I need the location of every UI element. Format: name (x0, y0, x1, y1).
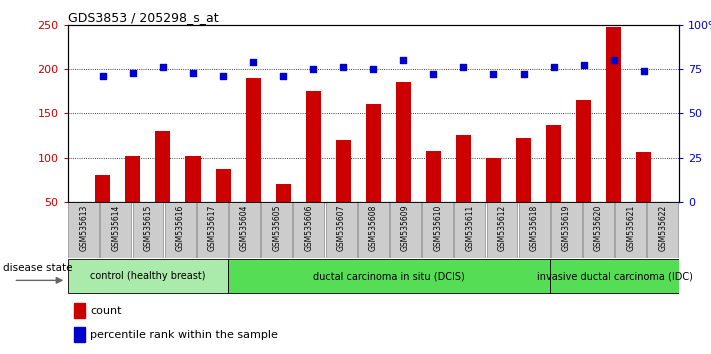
Bar (294, 202, 324, 258)
Bar (390, 202, 421, 258)
Point (97, 73, 109, 79)
Point (397, 57, 409, 63)
Bar (551, 202, 582, 258)
Bar (165, 202, 196, 258)
Bar (615, 202, 646, 258)
Point (458, 64, 469, 70)
Text: GSM535606: GSM535606 (304, 205, 314, 251)
Bar (336, 140, 351, 202)
Text: GSM535604: GSM535604 (240, 205, 249, 251)
Bar (426, 152, 441, 202)
Text: GSM535608: GSM535608 (369, 205, 378, 251)
Point (608, 57, 619, 63)
Bar (456, 135, 471, 202)
Bar (215, 169, 230, 202)
Text: ductal carcinoma in situ (DCIS): ductal carcinoma in situ (DCIS) (314, 271, 465, 281)
Bar (229, 202, 260, 258)
Bar (68, 259, 228, 293)
Bar (74, 303, 85, 318)
Bar (100, 202, 132, 258)
Bar (95, 175, 110, 202)
Bar (422, 202, 453, 258)
Text: GSM535619: GSM535619 (562, 205, 571, 251)
Text: GSM535616: GSM535616 (176, 205, 185, 251)
Bar (519, 202, 550, 258)
Text: GSM535605: GSM535605 (272, 205, 282, 251)
Bar (583, 202, 614, 258)
Bar (648, 202, 678, 258)
Bar (636, 152, 651, 202)
Text: GSM535612: GSM535612 (498, 205, 506, 251)
Text: GSM535622: GSM535622 (658, 205, 668, 251)
Point (578, 63, 589, 68)
Bar (486, 158, 501, 202)
Point (247, 59, 259, 65)
Text: percentile rank within the sample: percentile rank within the sample (90, 330, 278, 339)
Text: invasive ductal carcinoma (IDC): invasive ductal carcinoma (IDC) (537, 271, 693, 281)
Bar (516, 138, 531, 202)
Bar (306, 91, 321, 202)
Bar (326, 202, 356, 258)
Point (428, 72, 439, 77)
Text: GSM535611: GSM535611 (465, 205, 474, 251)
Point (187, 70, 198, 75)
Bar (486, 202, 518, 258)
Text: GDS3853 / 205298_s_at: GDS3853 / 205298_s_at (68, 11, 218, 24)
Bar (197, 202, 228, 258)
Point (307, 66, 319, 72)
Text: GSM535610: GSM535610 (433, 205, 442, 251)
Text: GSM535617: GSM535617 (208, 205, 217, 251)
Bar (576, 100, 591, 202)
Bar (454, 202, 486, 258)
Bar (74, 327, 85, 342)
Text: count: count (90, 306, 122, 316)
Text: GSM535613: GSM535613 (79, 205, 88, 251)
Text: disease state: disease state (4, 263, 73, 273)
Text: GSM535614: GSM535614 (112, 205, 120, 251)
Bar (245, 78, 261, 202)
Bar (358, 202, 389, 258)
Point (548, 64, 560, 70)
Point (518, 72, 529, 77)
Point (338, 64, 349, 70)
Bar (261, 202, 292, 258)
Bar (276, 184, 291, 202)
Bar (228, 259, 550, 293)
Text: GSM535618: GSM535618 (530, 205, 539, 251)
Text: GSM535621: GSM535621 (626, 205, 635, 251)
Bar (606, 27, 621, 202)
Point (127, 70, 139, 75)
Bar (365, 104, 381, 202)
Point (368, 66, 379, 72)
Point (277, 73, 289, 79)
Point (157, 64, 169, 70)
Bar (125, 156, 140, 202)
Bar (156, 131, 171, 202)
Text: GSM535620: GSM535620 (594, 205, 603, 251)
Text: GSM535607: GSM535607 (336, 205, 346, 251)
Bar (546, 125, 561, 202)
Point (638, 68, 649, 74)
Point (218, 73, 229, 79)
Text: GSM535609: GSM535609 (401, 205, 410, 251)
Bar (396, 82, 411, 202)
Bar (132, 202, 164, 258)
Bar (68, 202, 99, 258)
Point (488, 72, 499, 77)
Bar (186, 156, 201, 202)
Bar (550, 259, 679, 293)
Text: GSM535615: GSM535615 (144, 205, 152, 251)
Text: control (healthy breast): control (healthy breast) (90, 271, 205, 281)
